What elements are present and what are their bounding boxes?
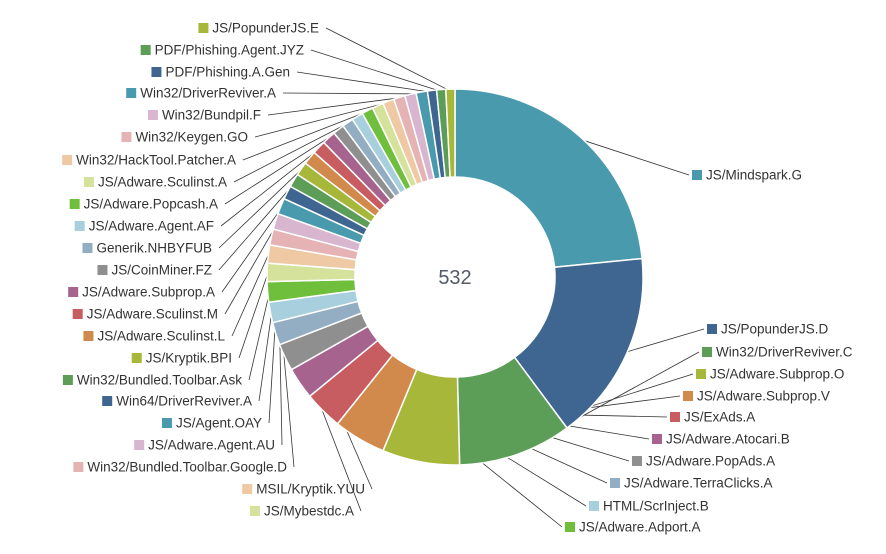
slice-labels: JS/Mindspark.G JS/PopunderJS.D Win32/Drive… bbox=[62, 21, 853, 535]
slice-label: JS/PopunderJS.D bbox=[721, 322, 829, 337]
legend-swatch bbox=[242, 484, 253, 494]
slice-js-mindspark-g bbox=[454, 88, 643, 269]
legend-swatch bbox=[68, 287, 79, 297]
slice-label: JS/Adware.Adport.A bbox=[579, 520, 701, 535]
slice-label: JS/Adware.Popcash.A bbox=[84, 197, 218, 212]
leader-line bbox=[579, 138, 690, 176]
legend-swatch bbox=[134, 440, 145, 450]
slice-label: JS/Kryptik.BPI bbox=[146, 351, 232, 366]
slice-label: PDF/Phishing.Agent.JYZ bbox=[155, 43, 304, 58]
slice-label: JS/Mybestdc.A bbox=[264, 504, 354, 519]
slice-label: JS/Adware.PopAds.A bbox=[646, 454, 775, 469]
slice-label: HTML/ScrInject.B bbox=[603, 499, 709, 514]
legend-swatch bbox=[702, 347, 712, 357]
legend-swatch bbox=[670, 412, 680, 422]
slice-label: JS/Adware.Atocari.B bbox=[666, 432, 790, 447]
slice-label: PDF/Phishing.A.Gen bbox=[165, 65, 290, 80]
center-total-label: 532 bbox=[438, 267, 471, 289]
leader-line bbox=[310, 49, 442, 92]
legend-swatch bbox=[69, 199, 80, 209]
slice-label: JS/Adware.Sculinst.L bbox=[97, 329, 225, 344]
legend-swatch bbox=[707, 324, 717, 334]
leader-line bbox=[267, 95, 411, 116]
slice-label: JS/Adware.Subprop.A bbox=[82, 285, 215, 300]
slice-label: JS/Mindspark.G bbox=[706, 168, 802, 183]
slice-label: JS/Adware.Subprop.V bbox=[697, 389, 830, 404]
slice-label: Win32/Keygen.GO bbox=[135, 130, 248, 145]
legend-swatch bbox=[692, 170, 702, 180]
slice-label: Win32/DriverReviver.A bbox=[140, 86, 276, 101]
legend-swatch bbox=[652, 434, 662, 444]
legend-swatch bbox=[83, 331, 94, 341]
slice-label: Win32/Bundled.Toolbar.Ask bbox=[77, 373, 242, 388]
legend-swatch bbox=[62, 375, 73, 385]
slice-label: Win32/Bundled.Toolbar.Google.D bbox=[87, 460, 287, 475]
legend-swatch bbox=[126, 88, 137, 98]
leader-line bbox=[296, 71, 433, 93]
legend-swatch bbox=[82, 243, 93, 253]
slice-label: JS/Adware.Agent.AF bbox=[89, 219, 214, 234]
leader-line bbox=[282, 92, 423, 95]
legend-swatch bbox=[62, 155, 73, 165]
legend-swatch bbox=[161, 418, 172, 428]
slice-label: JS/Adware.Sculinst.A bbox=[98, 175, 227, 190]
slice-label: JS/CoinMiner.FZ bbox=[111, 263, 212, 278]
slice-label: JS/Agent.OAY bbox=[176, 416, 262, 431]
legend-swatch bbox=[696, 369, 706, 379]
slice-label: Win32/DriverReviver.C bbox=[716, 345, 853, 360]
slice-label: JS/Adware.TerraClicks.A bbox=[624, 476, 773, 491]
legend-swatch bbox=[198, 23, 209, 33]
leader-line bbox=[325, 27, 451, 92]
slice-label: Win64/DriverReviver.A bbox=[116, 394, 252, 409]
slice-label: Generik.NHBYFUB bbox=[96, 241, 212, 256]
legend-swatch bbox=[97, 265, 108, 275]
legend-swatch bbox=[140, 45, 151, 55]
donut-slices bbox=[266, 88, 644, 466]
legend-swatch bbox=[72, 309, 83, 319]
legend-swatch bbox=[131, 353, 142, 363]
slice-label: JS/Adware.Agent.AU bbox=[148, 438, 275, 453]
legend-swatch bbox=[632, 456, 642, 466]
slice-label: JS/Adware.Sculinst.M bbox=[87, 307, 218, 322]
legend-swatch bbox=[147, 110, 158, 120]
slice-label: MSIL/Kryptik.YUU bbox=[256, 482, 365, 497]
legend-swatch bbox=[121, 132, 132, 142]
slice-js-popunderjs-e bbox=[444, 88, 456, 178]
slice-label: JS/PopunderJS.E bbox=[212, 21, 319, 36]
slice-label: Win32/Bundpil.F bbox=[162, 108, 261, 123]
legend-swatch bbox=[589, 501, 599, 511]
leader-line bbox=[254, 98, 401, 138]
legend-swatch bbox=[249, 506, 260, 516]
legend-swatch bbox=[73, 462, 84, 472]
legend-swatch bbox=[102, 396, 113, 406]
slice-label: JS/ExAds.A bbox=[684, 410, 755, 425]
legend-swatch bbox=[74, 221, 85, 231]
leader-line bbox=[624, 328, 705, 353]
legend-swatch bbox=[610, 478, 620, 488]
slice-label: JS/Adware.Subprop.O bbox=[710, 367, 844, 382]
legend-swatch bbox=[565, 522, 575, 532]
slice-label: Win32/HackTool.Patcher.A bbox=[76, 153, 236, 168]
legend-swatch bbox=[683, 391, 693, 401]
legend-swatch bbox=[151, 67, 162, 77]
legend-swatch bbox=[83, 177, 94, 187]
